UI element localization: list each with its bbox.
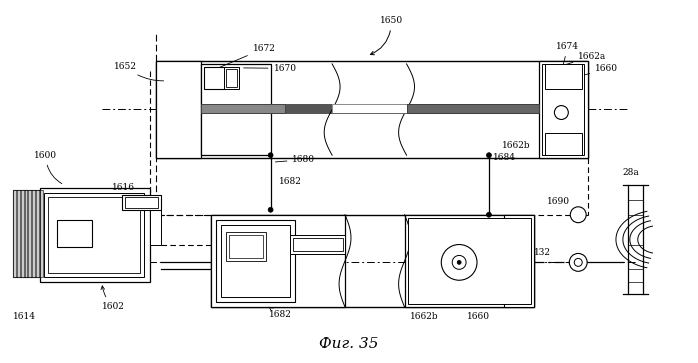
Bar bbox=[211, 215, 533, 307]
Circle shape bbox=[487, 153, 491, 158]
Bar bbox=[149, 200, 161, 245]
Bar bbox=[13, 190, 40, 277]
Bar bbox=[32, 190, 36, 277]
Bar bbox=[229, 234, 262, 258]
Circle shape bbox=[457, 260, 461, 264]
Bar bbox=[24, 190, 27, 277]
Bar bbox=[504, 215, 533, 307]
Text: 28a: 28a bbox=[623, 168, 639, 176]
Text: 1684: 1684 bbox=[463, 221, 502, 236]
Bar bbox=[539, 61, 588, 158]
Bar bbox=[45, 193, 144, 277]
Text: 1674: 1674 bbox=[556, 42, 579, 88]
Text: 1662b: 1662b bbox=[502, 141, 530, 150]
Circle shape bbox=[487, 212, 491, 217]
Text: 1680: 1680 bbox=[275, 155, 315, 164]
Bar bbox=[204, 67, 226, 89]
Bar bbox=[408, 218, 530, 304]
Text: 1670: 1670 bbox=[244, 64, 297, 73]
Bar bbox=[40, 188, 149, 282]
Text: Фиг. 35: Фиг. 35 bbox=[319, 337, 379, 351]
Bar bbox=[36, 190, 39, 277]
Bar bbox=[545, 133, 582, 155]
Circle shape bbox=[268, 153, 273, 158]
Bar bbox=[224, 67, 239, 89]
Circle shape bbox=[441, 245, 477, 280]
Bar bbox=[221, 225, 290, 297]
Text: 1660: 1660 bbox=[561, 64, 618, 82]
Circle shape bbox=[570, 253, 587, 271]
Circle shape bbox=[268, 207, 273, 212]
Text: 1662a: 1662a bbox=[554, 52, 607, 68]
Text: 1682: 1682 bbox=[279, 178, 302, 187]
Bar bbox=[125, 197, 158, 208]
Bar bbox=[332, 103, 406, 113]
Bar bbox=[226, 69, 237, 87]
Text: 1682: 1682 bbox=[269, 307, 292, 319]
Text: 1616: 1616 bbox=[112, 183, 140, 198]
Bar bbox=[201, 103, 285, 113]
Bar bbox=[121, 195, 161, 210]
Bar bbox=[57, 220, 92, 248]
Text: 1650: 1650 bbox=[371, 16, 403, 55]
Circle shape bbox=[570, 207, 586, 223]
Bar bbox=[48, 197, 140, 273]
Circle shape bbox=[452, 256, 466, 269]
Bar bbox=[29, 190, 31, 277]
Text: 1602: 1602 bbox=[101, 286, 125, 311]
Bar bbox=[156, 61, 588, 158]
Text: 1614: 1614 bbox=[13, 313, 36, 322]
Bar bbox=[20, 190, 24, 277]
Bar bbox=[201, 64, 271, 155]
Bar bbox=[406, 103, 539, 113]
Bar bbox=[201, 103, 539, 113]
Circle shape bbox=[554, 106, 568, 119]
Text: 1690: 1690 bbox=[547, 197, 570, 206]
Text: 132: 132 bbox=[533, 248, 551, 257]
Bar bbox=[211, 215, 345, 307]
Bar bbox=[542, 64, 584, 155]
Circle shape bbox=[574, 258, 582, 266]
Text: 1662b: 1662b bbox=[410, 313, 438, 322]
Text: 1600: 1600 bbox=[34, 151, 61, 184]
Bar bbox=[332, 103, 406, 113]
Bar bbox=[290, 234, 345, 254]
Bar bbox=[40, 190, 43, 277]
Bar bbox=[13, 190, 15, 277]
Bar bbox=[17, 190, 20, 277]
Bar bbox=[293, 237, 343, 252]
Bar bbox=[545, 64, 582, 89]
Text: 1684: 1684 bbox=[493, 153, 516, 162]
Text: 1652: 1652 bbox=[114, 62, 163, 81]
Bar bbox=[216, 220, 295, 302]
Bar bbox=[226, 232, 266, 261]
Bar bbox=[156, 61, 201, 158]
Text: 1672: 1672 bbox=[218, 44, 276, 68]
Text: 1660: 1660 bbox=[467, 313, 490, 322]
Bar bbox=[405, 215, 533, 307]
